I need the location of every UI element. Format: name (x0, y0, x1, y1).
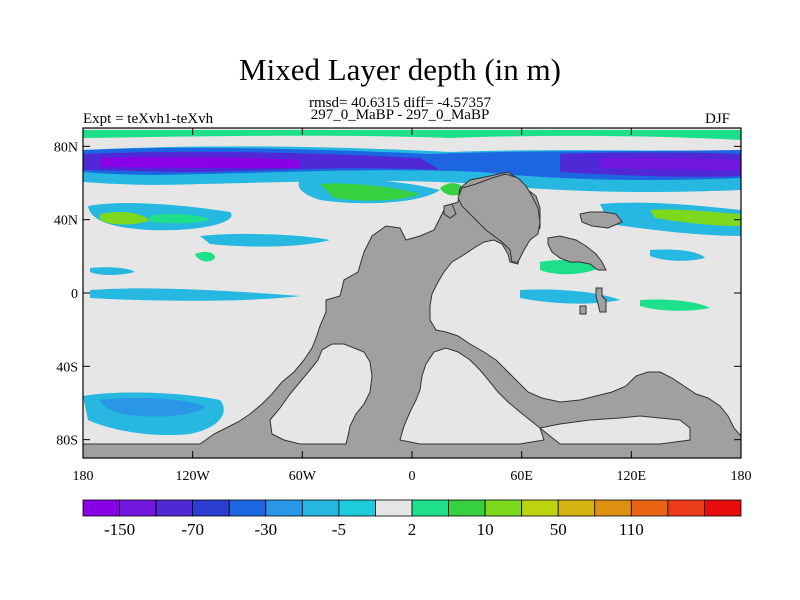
colorbar-box (704, 499, 742, 517)
inlet-south-pacific-basin (269, 343, 373, 445)
x-axis: 180 120W 60W 0 60E 120E 180 (73, 128, 752, 484)
colorbar-box (82, 499, 120, 517)
map-canvas (83, 128, 741, 458)
experiment-label: Expt = teXvh1-teXvh (83, 111, 214, 127)
colorbar-label: 10 (477, 520, 494, 539)
colorbar-box (594, 499, 632, 517)
y-tick-label: 80S (56, 434, 78, 449)
colorbar-label: -30 (254, 520, 277, 539)
land-patch-4 (579, 305, 587, 315)
colorbar-box (630, 499, 669, 517)
x-tick-label: 180 (731, 469, 752, 484)
colorbar-box (192, 499, 230, 517)
land-patch-5 (443, 203, 457, 219)
y-tick-label: 0 (71, 287, 78, 302)
colorbar-box (667, 499, 705, 517)
colorbar-label: -150 (104, 520, 135, 539)
colorbar: -150 -70 -30 -5 2 10 50 110 (82, 499, 742, 539)
x-tick-label: 0 (409, 469, 416, 484)
x-tick-label: 120W (176, 469, 211, 484)
land-masses (83, 171, 741, 458)
anomaly-contours-south (83, 381, 360, 436)
colorbar-label: 50 (550, 520, 567, 539)
land-patch-3 (595, 287, 607, 313)
colorbar-label: -70 (181, 520, 204, 539)
season-label: DJF (705, 111, 731, 127)
y-axis: 80N 40N 0 40S 80S (54, 140, 741, 449)
x-tick-label: 60W (289, 469, 317, 484)
land-greenland (457, 173, 541, 263)
colorbar-box (119, 499, 157, 517)
x-tick-label: 60E (510, 469, 533, 484)
land-patch-2 (547, 235, 607, 271)
colorbar-box (301, 499, 340, 517)
plot-title: Mixed Layer depth (in m) (239, 52, 561, 87)
colorbar-label: -5 (332, 520, 346, 539)
y-tick-label: 40S (56, 360, 78, 375)
colorbar-box (448, 499, 486, 517)
colorbar-label: 110 (619, 520, 644, 539)
y-tick-label: 80N (54, 140, 78, 155)
colorbar-box (484, 499, 523, 517)
x-tick-label: 180 (73, 469, 94, 484)
y-tick-label: 40N (54, 214, 78, 229)
inlet-atlantic-south (399, 347, 545, 445)
stats-line: rmsd= 40.6315 diff= -4.57357 (308, 95, 492, 111)
colorbar-box (338, 499, 376, 517)
colorbar-box (557, 499, 596, 517)
land-patch-1 (579, 211, 623, 229)
land-americas (83, 171, 741, 458)
colorbar-box (521, 499, 559, 517)
x-tick-label: 120E (617, 469, 647, 484)
comparison-label: 297_0_MaBP - 297_0_MaBP (310, 107, 490, 123)
colorbar-box (228, 499, 267, 517)
colorbar-box (155, 499, 194, 517)
inlet-southern-sea (538, 415, 691, 445)
anomaly-contours-north (83, 130, 741, 311)
colorbar-box (265, 499, 303, 517)
colorbar-box (411, 499, 449, 517)
colorbar-box (375, 499, 413, 517)
ocean-inlets (269, 343, 691, 445)
colorbar-label: 2 (408, 520, 417, 539)
